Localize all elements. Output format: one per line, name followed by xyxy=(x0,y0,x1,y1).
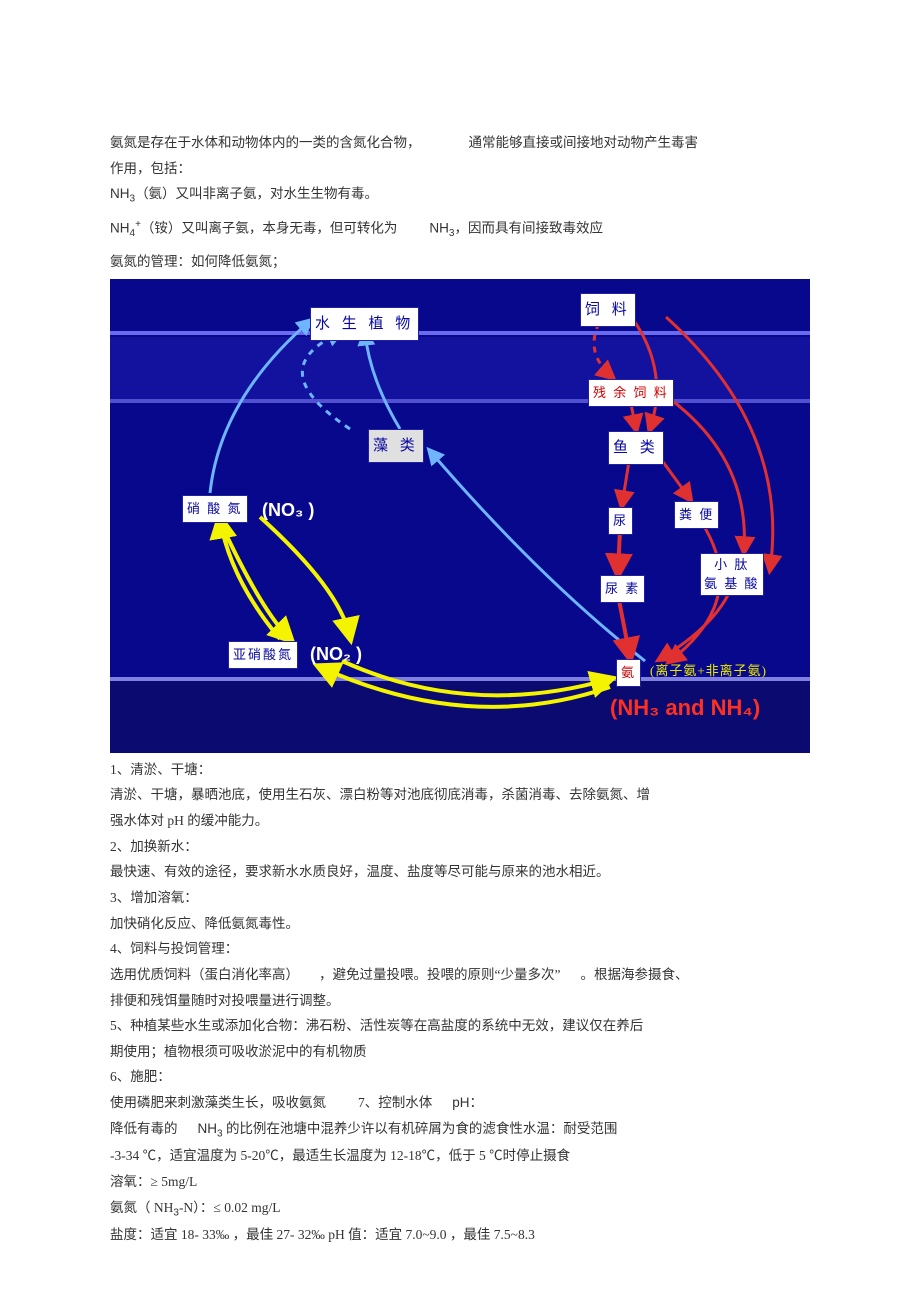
intro-line-5: 氨氮的管理：如何降低氨氮； xyxy=(110,249,810,275)
annotation-no3: (NO₃ ) xyxy=(262,493,314,527)
formula-nh3: NH xyxy=(198,1121,218,1136)
node-feces: 粪 便 xyxy=(674,501,719,530)
subscript: 3 xyxy=(217,1128,223,1139)
text: 通常能够直接或间接地对动物产生毒害 xyxy=(469,135,699,150)
text: 的比例在池塘中混养少许以有机碎屑为食的滤食性水温：耐受范围 xyxy=(226,1121,618,1136)
edge-13 xyxy=(666,317,773,569)
text: -N）：≤ 0.02 mg/L xyxy=(179,1200,281,1215)
section-1-line: 清淤、干塘，暴晒池底，使用生石灰、漂白粉等对池底彻底消毒，杀菌消毒、去除氨氮、增 xyxy=(110,782,810,808)
text: ，避免过量投喂。投喂的原则“少量多次” xyxy=(319,967,560,982)
text: （氨）又叫非离子氨，对水生生物有毒。 xyxy=(135,186,378,201)
node-fish: 鱼 类 xyxy=(608,431,664,466)
node-ammonia: 氨 xyxy=(616,659,641,688)
text: 氨氮（ NH xyxy=(110,1200,173,1215)
nitrogen-cycle-diagram: 水 生 植 物 饲 料残 余 饲 料藻 类 鱼 类硝 酸 氮 尿 粪 便尿 素亚硝酸氮氨… xyxy=(110,279,810,753)
node-urea: 尿 素 xyxy=(600,575,645,604)
section-5-heading: 5、种植某些水生或添加化合物：沸石粉、活性炭等在高盐度的系统中无效，建议仅在养后 xyxy=(110,1013,810,1039)
nh3n-line: 氨氮（ NH3-N）：≤ 0.02 mg/L xyxy=(110,1195,810,1223)
text: 降低有毒的 xyxy=(110,1121,178,1136)
section-2-line: 最快速、有效的途径，要求新水水质良好，温度、盐度等尽可能与原来的池水相近。 xyxy=(110,859,810,885)
section-3-heading: 3、增加溶氧： xyxy=(110,885,810,911)
intro-line-3: NH3（氨）又叫非离子氨，对水生生物有毒。 xyxy=(110,181,810,209)
section-6-heading: 6、施肥： xyxy=(110,1064,810,1090)
node-leftover: 残 余 饲 料 xyxy=(588,379,674,408)
text: （铵）又叫离子氨，本身无毒，但可转化为 xyxy=(141,220,398,235)
text: pH： xyxy=(452,1095,483,1110)
edge-19 xyxy=(320,667,610,707)
section-5-line: 期使用；植物根须可吸收淤泥中的有机物质 xyxy=(110,1039,810,1065)
do-line: 溶氧：≥ 5mg/L xyxy=(110,1169,810,1195)
intro-line-2: 作用，包括： xyxy=(110,156,810,182)
document-page: 氨氮是存在于水体和动物体内的一类的含氮化合物， 通常能够直接或间接地对动物产生毒害… xyxy=(0,0,920,1288)
temp-line: -3-34 ℃，适宜温度为 5-20℃，最适生长温度为 12-18℃，低于 5 … xyxy=(110,1143,810,1169)
text: 7、控制水体 xyxy=(358,1095,432,1110)
edge-3 xyxy=(430,451,645,661)
annotation-ion: (离子氨+非离子氨) xyxy=(650,659,767,684)
section-7-line: 降低有毒的 NH3 的比例在池塘中混养少许以有机碎屑为食的滤食性水温：耐受范围 xyxy=(110,1116,810,1144)
edge-0 xyxy=(365,333,400,429)
node-peptide: 小 肽氨 基 酸 xyxy=(700,553,764,596)
formula-nh3: NH xyxy=(429,220,449,235)
node-nitrate: 硝 酸 氮 xyxy=(182,495,248,524)
intro-line-1: 氨氮是存在于水体和动物体内的一类的含氮化合物， 通常能够直接或间接地对动物产生毒害 xyxy=(110,130,810,156)
annotation-no2: (NO₂ ) xyxy=(310,637,362,671)
annotation-nh34: (NH₃ and NH₄) xyxy=(610,687,760,729)
section-1-heading: 1、清淤、干塘： xyxy=(110,757,810,783)
text: 氨氮是存在于水体和动物体内的一类的含氮化合物， xyxy=(110,135,421,150)
section-3-line: 加快硝化反应、降低氨氮毒性。 xyxy=(110,911,810,937)
edge-11 xyxy=(660,595,728,659)
node-algae: 藻 类 xyxy=(368,429,424,464)
formula-nh4: NH xyxy=(110,220,130,235)
node-plants: 水 生 植 物 xyxy=(310,307,419,342)
section-6-line: 使用磷肥来刺激藻类生长，吸收氨氮 7、控制水体 pH： xyxy=(110,1090,810,1116)
text: 使用磷肥来刺激藻类生长，吸收氨氮 xyxy=(110,1095,326,1110)
edge-10 xyxy=(618,595,630,657)
salinity-line: 盐度：适宜 18- 33‰ ，最佳 27- 32‰ pH 值：适宜 7.0~9.… xyxy=(110,1222,810,1248)
node-nitrite: 亚硝酸氮 xyxy=(228,641,298,670)
section-4-line: 排便和残饵量随时对投喂量进行调整。 xyxy=(110,988,810,1014)
node-urine: 尿 xyxy=(608,507,633,536)
section-2-heading: 2、加换新水： xyxy=(110,834,810,860)
intro-line-4: NH4+（铵）又叫离子氨，本身无毒，但可转化为NH3，因而具有间接致毒效应 xyxy=(110,215,810,243)
edge-1 xyxy=(210,321,310,493)
text: 选用优质饲料（蛋白消化率高） xyxy=(110,967,299,982)
node-feed: 饲 料 xyxy=(580,293,636,328)
section-4-line: 选用优质饲料（蛋白消化率高） ，避免过量投喂。投喂的原则“少量多次” 。根据海参摄食… xyxy=(110,962,810,988)
section-1-line: 强水体对 pH 的缓冲能力。 xyxy=(110,808,810,834)
formula-nh3: NH xyxy=(110,186,130,201)
text: 。根据海参摄食、 xyxy=(580,967,688,982)
edge-2 xyxy=(302,333,350,429)
text: ，因而具有间接致毒效应 xyxy=(454,220,603,235)
section-4-heading: 4、饲料与投饲管理： xyxy=(110,936,810,962)
